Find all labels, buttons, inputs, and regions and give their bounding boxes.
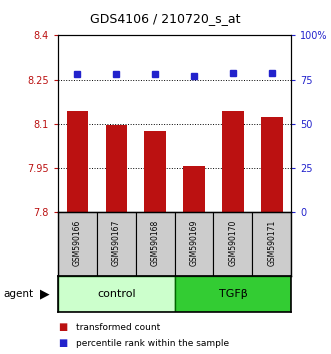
Bar [144,131,166,212]
Bar [175,212,213,276]
Text: GSM590168: GSM590168 [151,220,160,266]
Text: agent: agent [3,289,33,299]
Bar [58,212,97,276]
Text: GSM590170: GSM590170 [228,220,237,266]
Bar [213,212,252,276]
Text: GSM590171: GSM590171 [267,220,276,266]
Bar [97,212,136,276]
Bar [67,111,88,212]
Bar [175,276,291,312]
Text: percentile rank within the sample: percentile rank within the sample [76,339,229,348]
Text: TGFβ: TGFβ [218,289,247,299]
Text: transformed count: transformed count [76,323,161,332]
Bar [252,212,291,276]
Bar [106,125,127,212]
Text: ▶: ▶ [40,287,50,300]
Text: GSM590167: GSM590167 [112,220,121,266]
Text: control: control [97,289,136,299]
Text: ■: ■ [58,338,67,348]
Text: GDS4106 / 210720_s_at: GDS4106 / 210720_s_at [90,12,241,25]
Bar [58,276,175,312]
Bar [183,166,205,212]
Text: GSM590169: GSM590169 [190,220,199,266]
Text: GSM590166: GSM590166 [73,220,82,266]
Bar [222,111,244,212]
Bar [136,212,175,276]
Bar [261,116,283,212]
Text: ■: ■ [58,322,67,332]
